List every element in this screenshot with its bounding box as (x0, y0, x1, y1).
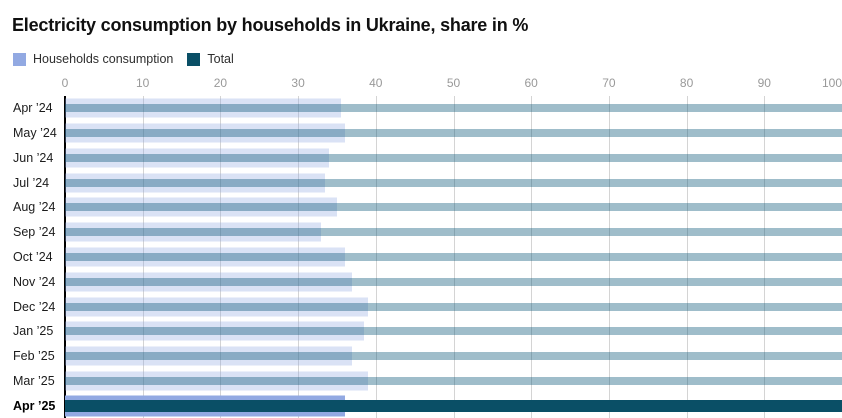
x-axis: 0 10 20 30 40 50 60 70 80 90 100 (61, 76, 842, 94)
row-plot (65, 170, 842, 195)
legend-item-total: Total (187, 52, 234, 66)
households-consumption-bar (65, 247, 345, 267)
x-tick-label: 0 (61, 76, 69, 90)
legend: Households consumption Total (13, 52, 234, 66)
households-consumption-bar (65, 371, 369, 391)
row-plot (65, 220, 842, 245)
total-bar (65, 252, 842, 261)
total-bar (65, 352, 842, 361)
chart-row: Nov ’24 (0, 269, 842, 294)
chart-row: Apr ’24 (0, 96, 842, 121)
row-label: Apr ’24 (13, 101, 53, 116)
row-label: Mar ’25 (13, 373, 55, 388)
gridline (531, 96, 533, 418)
x-tick-label: 100 (821, 76, 842, 90)
households-consumption-bar (65, 346, 353, 366)
gridline (453, 96, 455, 418)
row-plot (65, 146, 842, 171)
row-plot (65, 269, 842, 294)
households-consumption-bar (65, 197, 337, 217)
legend-swatch-total-icon (187, 52, 201, 66)
x-tick-label: 60 (524, 76, 538, 90)
households-consumption-bar (65, 98, 341, 118)
chart-row: Mar ’25 (0, 368, 842, 393)
total-bar (65, 178, 842, 187)
total-bar (65, 228, 842, 237)
x-tick-label: 90 (757, 76, 771, 90)
total-bar (65, 104, 842, 113)
gridline (608, 96, 610, 418)
row-plot (65, 195, 842, 220)
row-plot (65, 393, 842, 418)
legend-item-households: Households consumption (13, 52, 173, 66)
total-bar (65, 399, 842, 412)
chart-row: Oct ’24 (0, 245, 842, 270)
y-axis-line (64, 96, 66, 418)
row-label: Jan ’25 (13, 324, 54, 339)
row-plot (65, 344, 842, 369)
households-consumption-bar (65, 272, 353, 292)
total-bar (65, 327, 842, 336)
chart-rows: Apr ’24 May ’24 Jun ’24 Jul ’24 Aug ’24 Sep ’… (0, 96, 842, 418)
row-plot (65, 294, 842, 319)
row-plot (65, 245, 842, 270)
total-bar (65, 203, 842, 212)
bar-chart: 0 10 20 30 40 50 60 70 80 90 100 Apr ’24 May ’24 Jun… (0, 76, 842, 418)
chart-title: Electricity consumption by households in… (12, 15, 529, 35)
row-label: Jun ’24 (13, 150, 54, 165)
x-tick-label: 30 (291, 76, 305, 90)
chart-row: Jan ’25 (0, 319, 842, 344)
chart-row: May ’24 (0, 121, 842, 146)
gridline (375, 96, 377, 418)
row-label: Aug ’24 (13, 200, 56, 215)
row-plot (65, 319, 842, 344)
x-tick-label: 40 (369, 76, 383, 90)
row-plot (65, 368, 842, 393)
total-bar (65, 376, 842, 385)
total-bar (65, 153, 842, 162)
row-label: Jul ’24 (13, 175, 50, 190)
chart-row: Jul ’24 (0, 170, 842, 195)
chart-row: Sep ’24 (0, 220, 842, 245)
row-label: May ’24 (13, 126, 57, 141)
gridline (686, 96, 688, 418)
total-bar (65, 302, 842, 311)
x-tick-label: 70 (602, 76, 616, 90)
x-tick-label: 20 (213, 76, 228, 90)
row-label: Oct ’24 (13, 249, 53, 264)
row-plot (65, 121, 842, 146)
row-label: Nov ’24 (13, 274, 56, 289)
households-consumption-bar (65, 123, 345, 143)
chart-row: Aug ’24 (0, 195, 842, 220)
x-tick-label: 10 (136, 76, 150, 90)
row-label: Dec ’24 (13, 299, 56, 314)
x-tick-label: 80 (679, 76, 694, 90)
x-tick-label: 50 (446, 76, 461, 90)
row-label: Apr ’25 (13, 398, 56, 413)
gridline (220, 96, 222, 418)
row-plot (65, 96, 842, 121)
row-label: Feb ’25 (13, 349, 55, 364)
chart-row: Feb ’25 (0, 344, 842, 369)
legend-swatch-households-icon (13, 52, 26, 66)
row-label: Sep ’24 (13, 225, 56, 240)
households-consumption-bar (65, 173, 326, 193)
gridline (764, 96, 766, 418)
total-bar (65, 277, 842, 286)
gridline (298, 96, 300, 418)
households-consumption-bar (65, 148, 330, 168)
gridlines (65, 96, 842, 418)
households-consumption-bar (65, 222, 322, 242)
total-bar (65, 129, 842, 138)
households-consumption-bar (65, 321, 365, 341)
chart-row: Apr ’25 (0, 393, 842, 418)
chart-row: Jun ’24 (0, 146, 842, 171)
households-consumption-bar (65, 297, 369, 316)
legend-label-households: Households consumption (33, 52, 174, 66)
gridline (142, 96, 144, 418)
legend-label-total: Total (207, 52, 234, 66)
chart-row: Dec ’24 (0, 294, 842, 319)
